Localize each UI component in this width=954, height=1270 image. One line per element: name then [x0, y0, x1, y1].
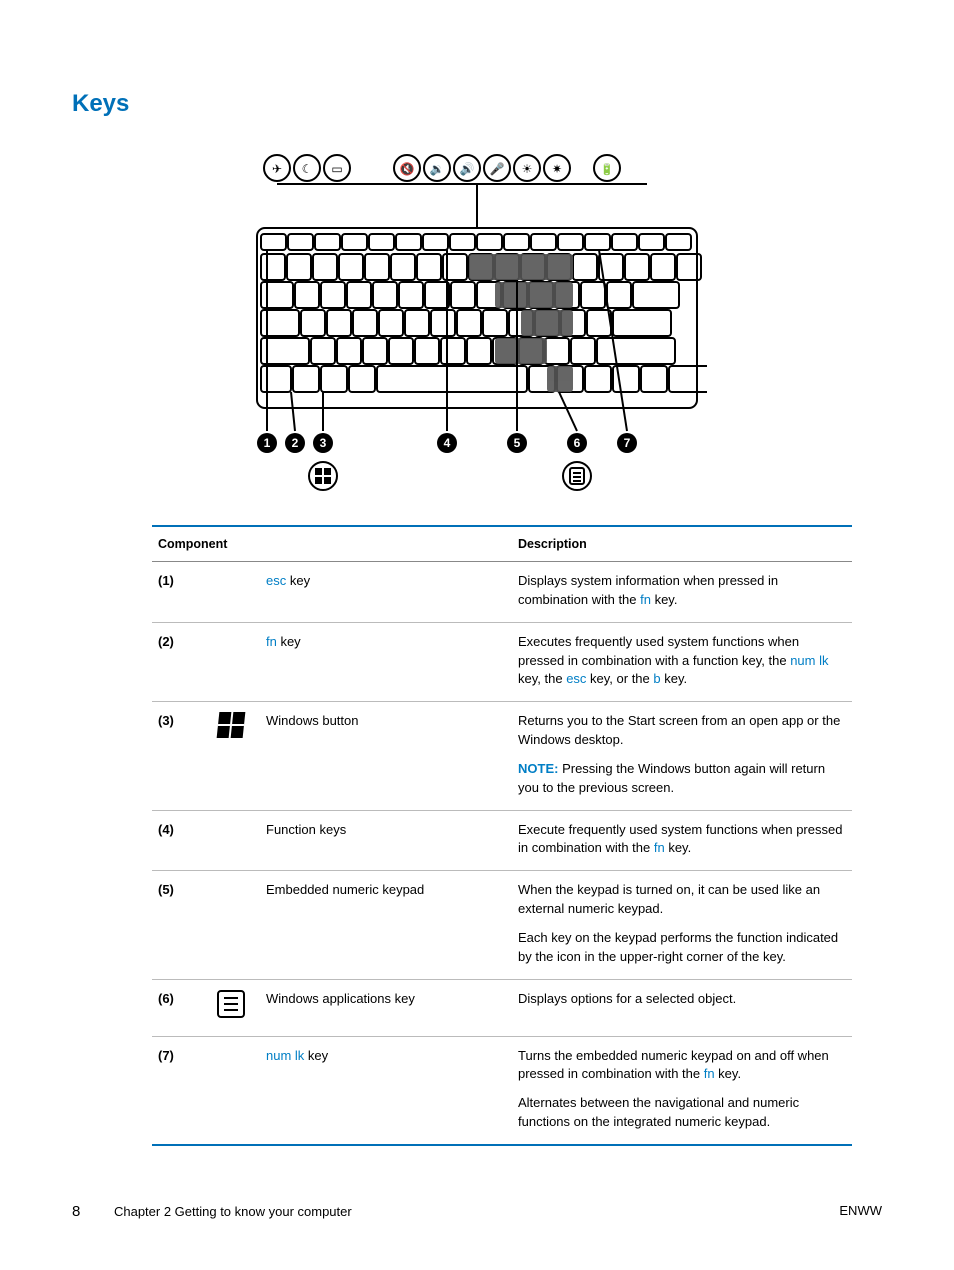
- description: Displays options for a selected object.: [512, 979, 852, 1036]
- svg-text:7: 7: [624, 436, 631, 450]
- menu-icon: [217, 990, 245, 1018]
- svg-text:5: 5: [514, 436, 521, 450]
- component-name: Embedded numeric keypad: [260, 871, 512, 979]
- row-number: (3): [152, 702, 202, 810]
- row-number: (4): [152, 810, 202, 871]
- row-icon: [202, 702, 260, 810]
- svg-text:☀: ☀: [522, 162, 533, 176]
- description: Execute frequently used system functions…: [512, 810, 852, 871]
- svg-text:✷: ✷: [552, 162, 562, 176]
- svg-text:🔋: 🔋: [600, 163, 614, 176]
- description: Returns you to the Start screen from an …: [512, 702, 852, 810]
- row-icon: [202, 1036, 260, 1145]
- chapter-label: Chapter 2 Getting to know your computer: [114, 1204, 352, 1219]
- svg-text:🔊: 🔊: [460, 161, 475, 176]
- table-row: (1) esc keyDisplays system information wh…: [152, 562, 852, 623]
- row-number: (1): [152, 562, 202, 623]
- svg-text:☾: ☾: [302, 162, 313, 176]
- component-name: fn key: [260, 622, 512, 702]
- table-row: (5) Embedded numeric keypadWhen the keypa…: [152, 871, 852, 979]
- component-name: Function keys: [260, 810, 512, 871]
- table-row: (2) fn keyExecutes frequently used system…: [152, 622, 852, 702]
- row-number: (7): [152, 1036, 202, 1145]
- keys-table: Component Description (1)esc keyDisplays…: [152, 525, 852, 1146]
- table-row: (6) Windows applications keyDisplays opti…: [152, 979, 852, 1036]
- component-name: num lk key: [260, 1036, 512, 1145]
- row-icon: [202, 810, 260, 871]
- svg-text:🎤: 🎤: [490, 161, 505, 176]
- page-footer: 8 Chapter 2 Getting to know your compute…: [72, 1203, 882, 1220]
- row-number: (2): [152, 622, 202, 702]
- table-head-component: Component: [152, 526, 512, 562]
- row-icon: [202, 871, 260, 979]
- description: Turns the embedded numeric keypad on and…: [512, 1036, 852, 1145]
- svg-text:4: 4: [444, 436, 451, 450]
- svg-text:▭: ▭: [331, 162, 342, 176]
- svg-text:2: 2: [292, 436, 299, 450]
- svg-text:🔇: 🔇: [400, 162, 415, 176]
- svg-text:✈: ✈: [272, 162, 282, 176]
- page-number: 8: [72, 1203, 80, 1220]
- row-icon: [202, 622, 260, 702]
- table-head-description: Description: [512, 526, 852, 562]
- table-row: (3) Windows buttonReturns you to the Star…: [152, 702, 852, 810]
- footer-right: ENWW: [839, 1203, 882, 1220]
- svg-text:3: 3: [320, 436, 327, 450]
- description: When the keypad is turned on, it can be …: [512, 871, 852, 979]
- table-row: (4) Function keysExecute frequently used …: [152, 810, 852, 871]
- svg-text:🔉: 🔉: [430, 162, 445, 176]
- svg-text:1: 1: [264, 436, 271, 450]
- description: Executes frequently used system function…: [512, 622, 852, 702]
- keyboard-illustration: ✈ ☾ ▭ 🔇 🔉 🔊 🎤 ☀ ✷ 🔋: [247, 148, 707, 498]
- row-icon: [202, 562, 260, 623]
- component-name: Windows button: [260, 702, 512, 810]
- keys-figure: ✈ ☾ ▭ 🔇 🔉 🔊 🎤 ☀ ✷ 🔋: [72, 148, 882, 503]
- row-number: (5): [152, 871, 202, 979]
- row-number: (6): [152, 979, 202, 1036]
- component-name: esc key: [260, 562, 512, 623]
- table-row: (7) num lk keyTurns the embedded numeric …: [152, 1036, 852, 1145]
- windows-icon: [217, 712, 246, 738]
- component-name: Windows applications key: [260, 979, 512, 1036]
- section-heading: Keys: [72, 90, 882, 118]
- svg-text:6: 6: [574, 436, 581, 450]
- description: Displays system information when pressed…: [512, 562, 852, 623]
- row-icon: [202, 979, 260, 1036]
